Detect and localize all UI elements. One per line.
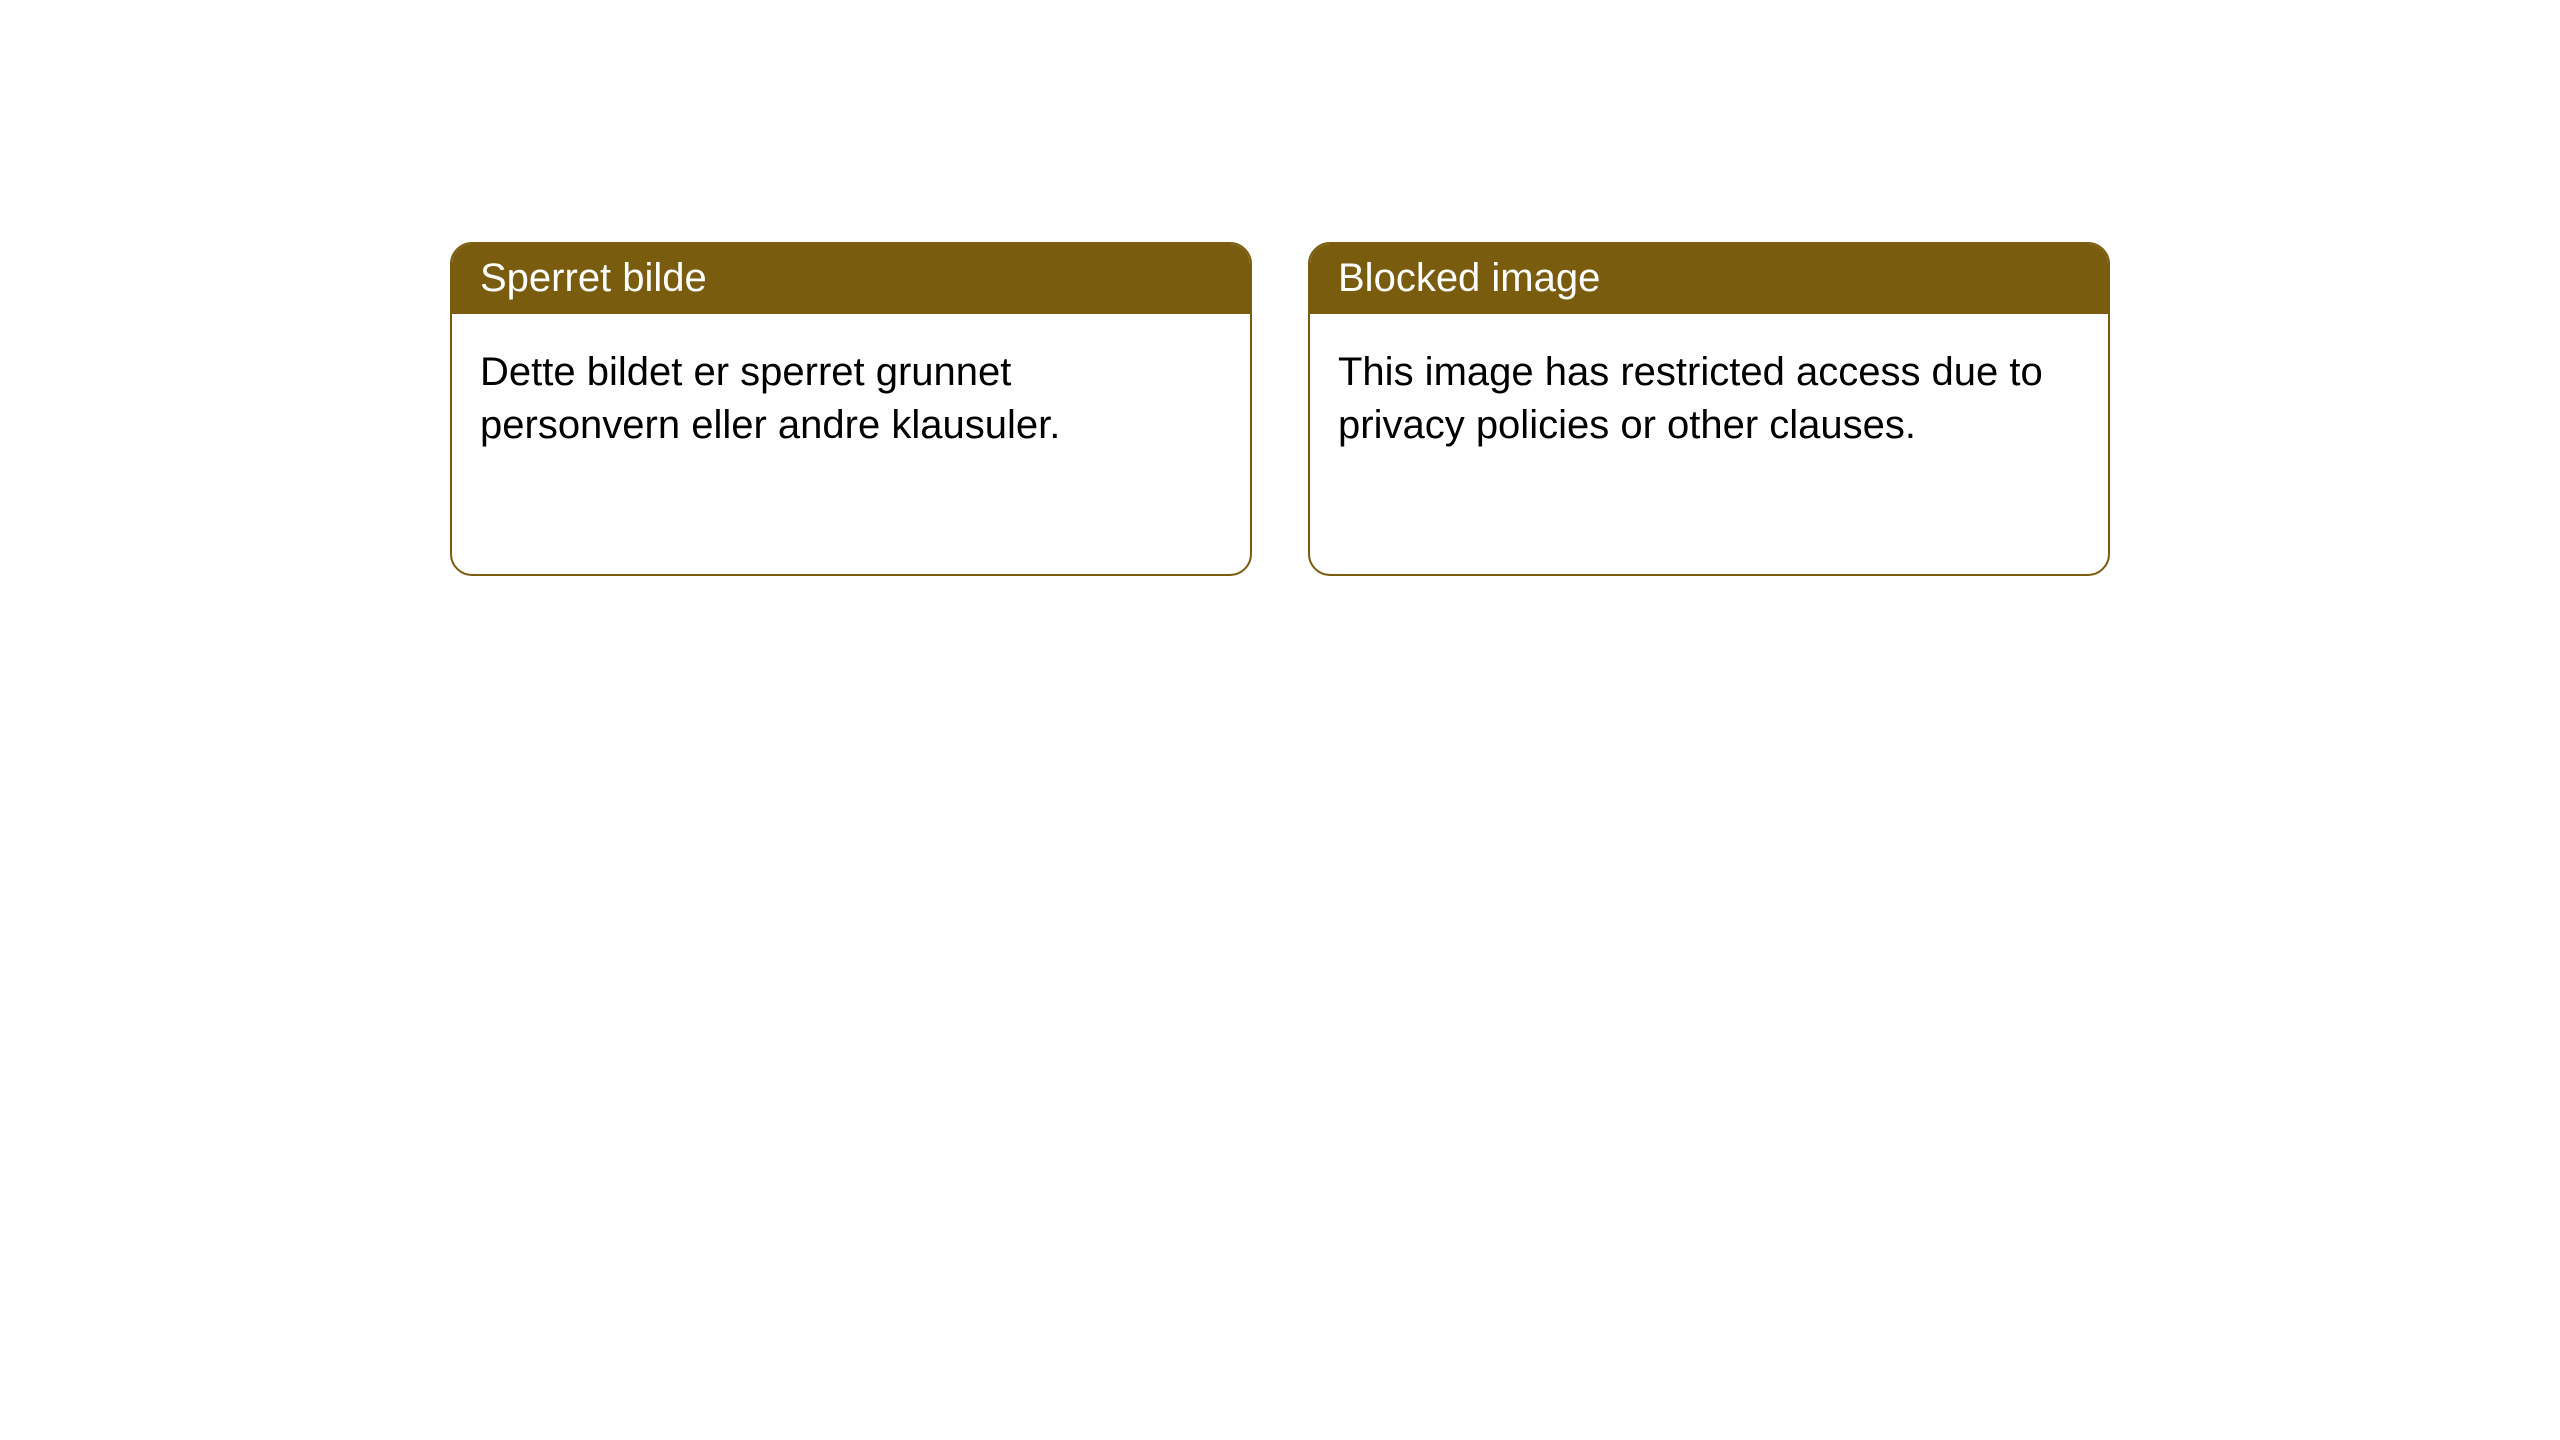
notice-card-body: This image has restricted access due to …	[1310, 314, 2108, 480]
notice-card-title: Blocked image	[1310, 244, 2108, 314]
notice-card-body: Dette bildet er sperret grunnet personve…	[452, 314, 1250, 480]
notice-cards-container: Sperret bilde Dette bildet er sperret gr…	[0, 0, 2560, 576]
notice-card-en: Blocked image This image has restricted …	[1308, 242, 2110, 576]
notice-card-no: Sperret bilde Dette bildet er sperret gr…	[450, 242, 1252, 576]
notice-card-title: Sperret bilde	[452, 244, 1250, 314]
